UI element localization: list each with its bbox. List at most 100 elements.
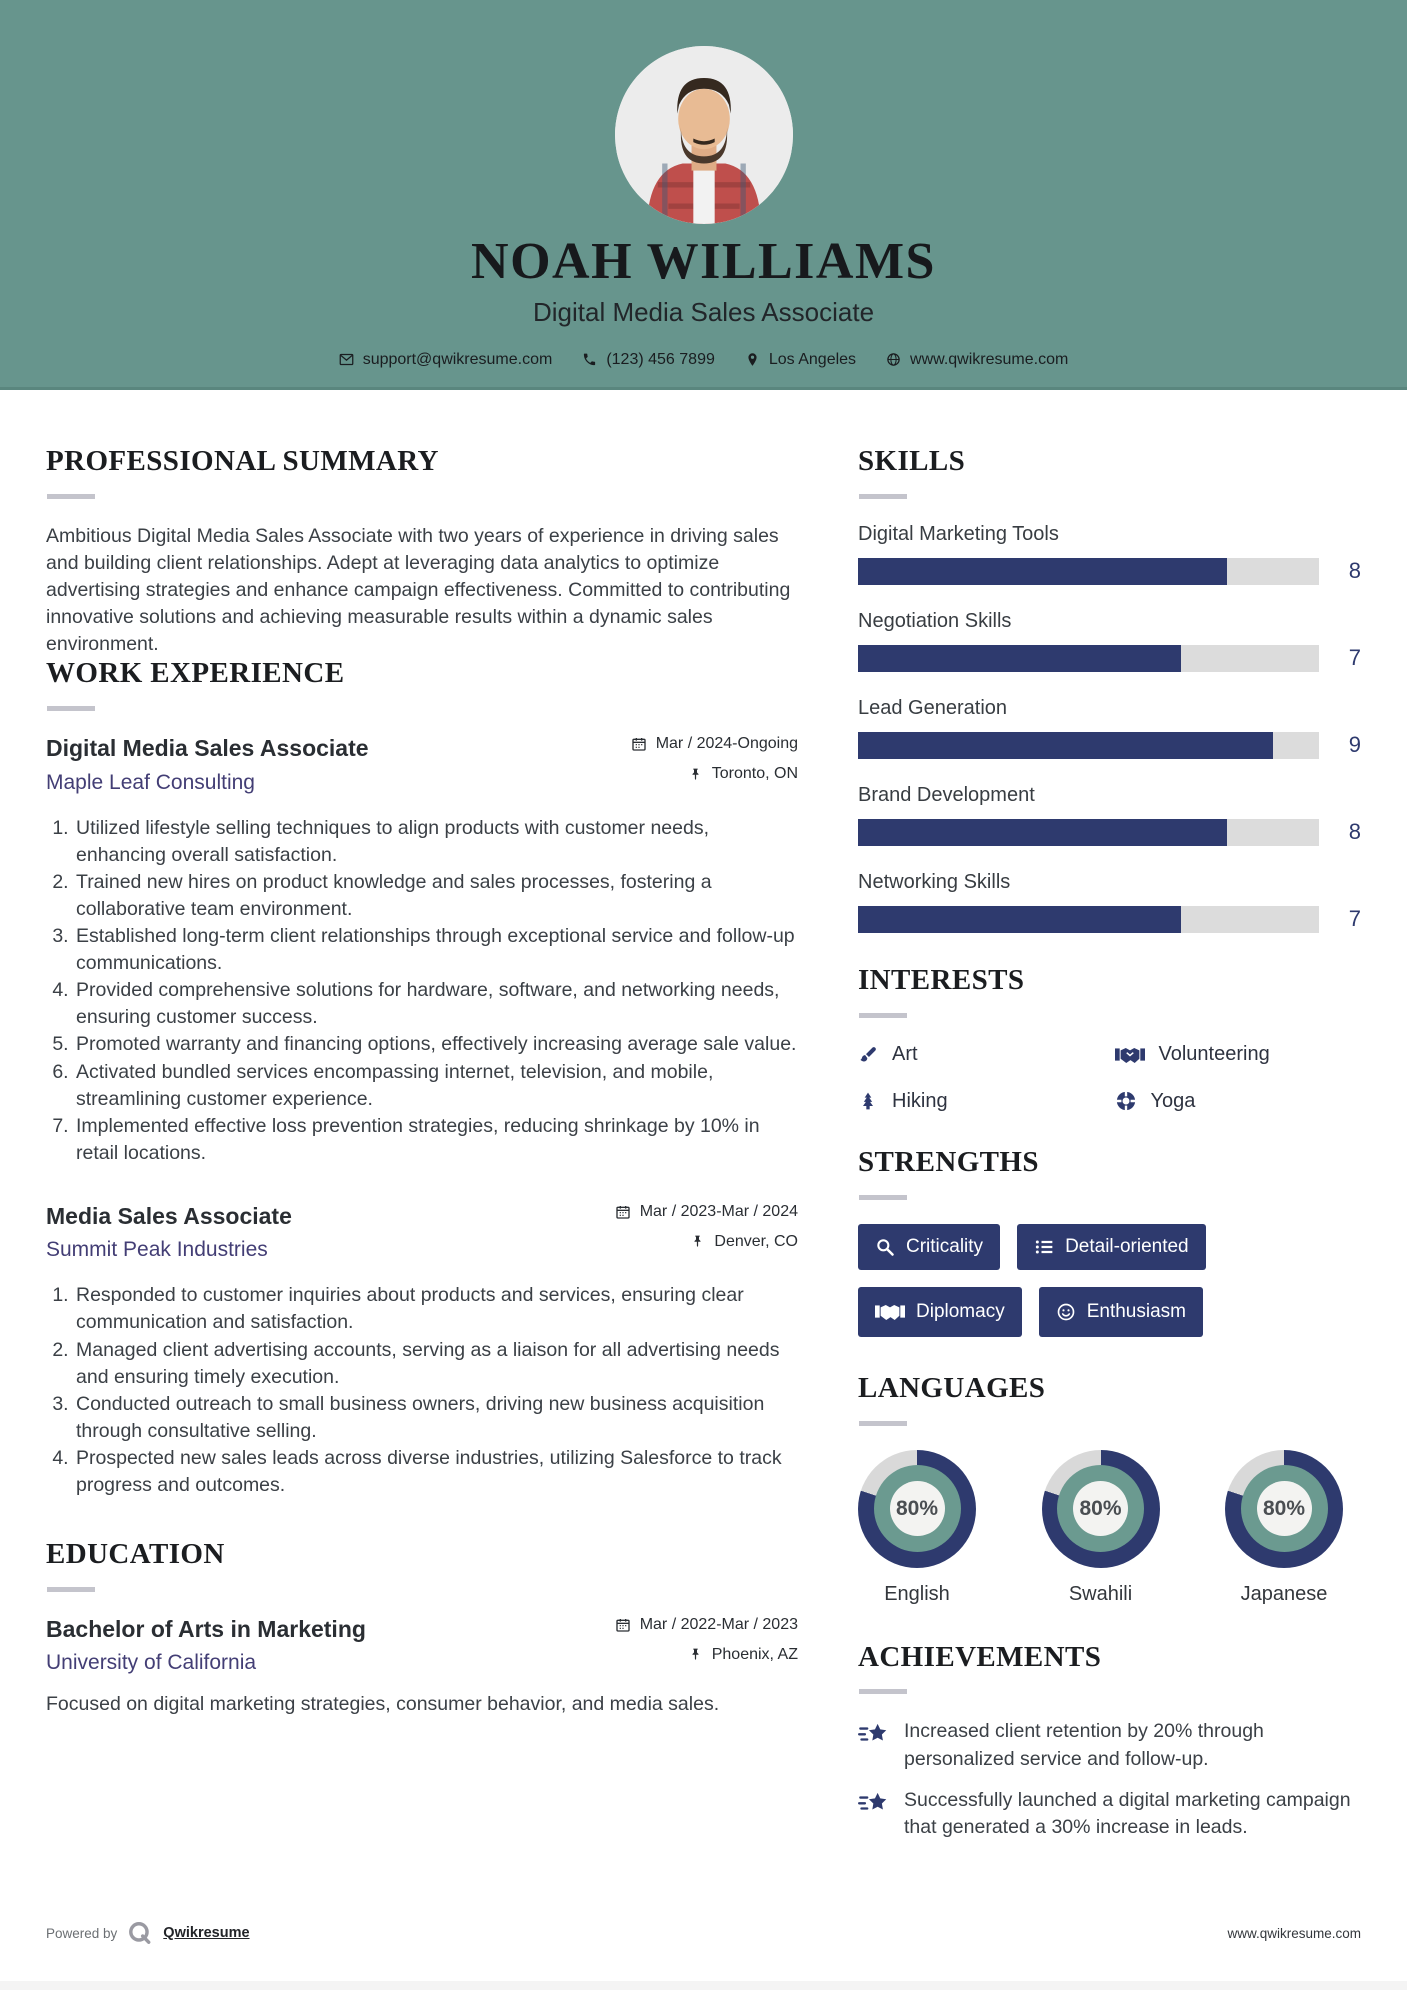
degree-title: Bachelor of Arts in Marketing [46,1615,366,1642]
job-dates: Mar / 2023-Mar / 2024 [639,1202,798,1220]
strengths-heading: STRENGTHS [858,1145,1039,1178]
calendar-icon [631,736,647,752]
job-company: Maple Leaf Consulting [46,770,255,794]
language-percent: 80% [889,1481,945,1537]
skill-bar-fill [858,905,1181,933]
language-percent: 80% [1256,1481,1312,1537]
list-icon [1034,1237,1054,1257]
skill-label: Networking Skills [858,870,1011,893]
contact-website[interactable]: www.qwikresume.com [886,351,1068,369]
achievement-item: Successfully launched a digital marketin… [858,1787,1361,1841]
qwikresume-brand-link[interactable]: Qwikresume [163,1925,250,1941]
strength-pills: Criticality Detail-oriented Diplomacy En… [858,1223,1361,1337]
skill-label: Lead Generation [858,696,1008,719]
language-progress-ring: 80% [858,1449,976,1568]
skill-bar-track [858,557,1319,585]
person-title: Digital Media Sales Associate [532,297,875,327]
skill-score: 7 [1348,645,1361,671]
skills-heading: SKILLS [858,445,966,477]
pushpin-icon [688,767,703,782]
skill-bar-track [858,905,1319,933]
contact-phone[interactable]: (123) 456 7899 [582,351,715,369]
language-label: Swahili [1068,1582,1133,1605]
achievement-text: Successfully launched a digital marketin… [904,1788,1351,1838]
skill-score: 9 [1348,732,1361,758]
language-label: Japanese [1240,1582,1328,1605]
language-progress-inner-ring: 80% [873,1465,961,1553]
interests-grid: Art Volunteering Hiking Yoga [858,1042,1361,1113]
heading-rule [859,1689,907,1695]
languages-row: 80% English 80% Swahili [858,1449,1361,1606]
interest-item: Art [858,1042,1105,1068]
skill-item: Lead Generation 9 [858,697,1361,759]
handshake-icon [875,1299,905,1325]
heading-rule [47,493,95,499]
powered-by-label: Powered by [46,1925,118,1941]
page-bottom-strip [0,1981,1407,1990]
job-dates: Mar / 2024-Ongoing [655,735,798,753]
job-title: Media Sales Associate [46,1202,292,1229]
language-progress-ring: 80% [1041,1449,1160,1568]
contact-location: Los Angeles [745,351,856,369]
lifebuoy-icon [1114,1090,1137,1113]
heading-rule [859,1420,907,1426]
strength-label: Criticality [906,1235,984,1257]
skill-item: Networking Skills 7 [858,871,1361,933]
achievement-text: Increased client retention by 20% throug… [904,1720,1264,1770]
job-bullets: Responded to customer inquiries about pr… [46,1282,798,1499]
interest-label: Art [892,1043,918,1066]
strength-label: Enthusiasm [1086,1300,1186,1322]
skill-item: Digital Marketing Tools 8 [858,523,1361,585]
language-item: 80% Japanese [1225,1449,1343,1606]
education-location: Phoenix, AZ [711,1645,798,1663]
profile-photo [614,46,793,224]
summary-text: Ambitious Digital Media Sales Associate … [46,524,791,656]
skill-score: 8 [1348,819,1361,845]
globe-icon [886,352,901,367]
job-bullet: Activated bundled services encompassing … [74,1059,798,1113]
calendar-icon [615,1617,631,1633]
footer-website-link[interactable]: www.qwikresume.com [1227,1925,1361,1941]
paintbrush-icon [858,1045,878,1065]
heading-rule [47,706,95,712]
pushpin-icon [690,1234,705,1249]
footer: Powered by Qwikresume www.qwikresume.com [46,1920,1361,1946]
education-entry: Bachelor of Arts in Marketing University… [46,1616,798,1719]
header: NOAH WILLIAMS Digital Media Sales Associ… [0,0,1407,390]
shooting-star-icon [858,1789,888,1813]
contact-website-text: www.qwikresume.com [910,350,1069,368]
pushpin-icon [688,1647,703,1662]
job-entry: Media Sales Associate Summit Peak Indust… [46,1203,798,1499]
heading-rule [859,493,907,499]
profile-photo-illustration [614,46,793,224]
language-progress-inner-ring: 80% [1057,1465,1144,1553]
job-location: Denver, CO [714,1232,798,1250]
contact-email[interactable]: support@qwikresume.com [339,350,553,369]
heading-rule [47,1586,95,1592]
contact-bar: support@qwikresume.com (123) 456 7899 Lo… [0,351,1407,369]
contact-phone-text: (123) 456 7899 [606,350,715,368]
language-item: 80% Swahili [1041,1449,1160,1606]
left-column: PROFESSIONAL SUMMARY Ambitious Digital M… [46,445,798,1855]
body: PROFESSIONAL SUMMARY Ambitious Digital M… [0,390,1407,1855]
strength-label: Detail-oriented [1065,1235,1189,1257]
contact-email-text: support@qwikresume.com [362,350,553,368]
job-bullet: Provided comprehensive solutions for har… [74,977,798,1031]
skill-item: Negotiation Skills 7 [858,610,1361,672]
strength-badge: Diplomacy [858,1286,1022,1337]
achievement-item: Increased client retention by 20% throug… [858,1718,1361,1772]
strength-badge: Detail-oriented [1017,1223,1206,1270]
job-bullet: Implemented effective loss prevention st… [74,1113,798,1167]
job-bullet: Managed client advertising accounts, ser… [74,1337,798,1391]
language-label: English [884,1582,950,1605]
phone-icon [582,352,597,367]
skill-bar-fill [858,644,1181,672]
skill-label: Negotiation Skills [858,609,1012,632]
interests-heading: INTERESTS [858,963,1025,996]
interest-item: Hiking [858,1090,1105,1113]
heading-rule [859,1194,907,1200]
job-company: Summit Peak Industries [46,1238,268,1262]
skill-bar-fill [858,818,1227,846]
job-location: Toronto, ON [711,765,798,783]
